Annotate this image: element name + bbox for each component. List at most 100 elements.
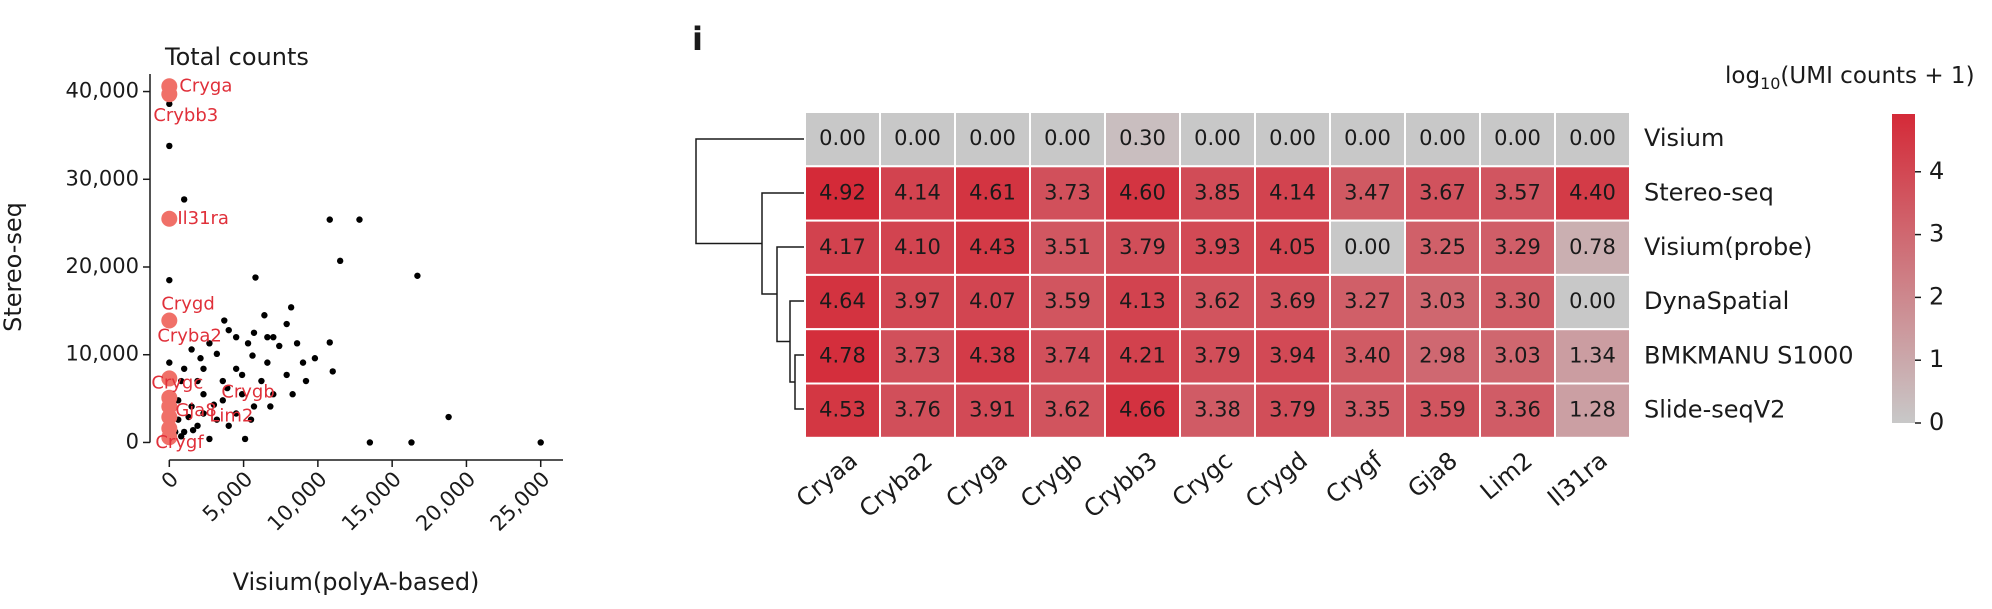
column-label: Crygf	[1320, 446, 1388, 509]
point-label: Gja8	[175, 400, 216, 421]
point	[445, 413, 452, 421]
y-axis-label: Stereo-seq	[0, 202, 27, 332]
point	[238, 371, 246, 379]
cell-label: 4.40	[1569, 180, 1616, 204]
y-tick-label: 0	[126, 429, 139, 453]
point	[200, 391, 207, 398]
point	[329, 368, 336, 375]
x-tick-label: 10,000	[263, 467, 332, 536]
point	[213, 416, 221, 423]
heatmap-cell	[1329, 328, 1406, 385]
cell-label: 3.57	[1494, 180, 1541, 204]
cell-label: 3.62	[1194, 289, 1241, 313]
cell-label: 0.00	[1044, 126, 1091, 150]
point	[289, 391, 296, 398]
point-label: Cryga	[179, 75, 232, 96]
cell-label: 0.00	[894, 126, 941, 150]
column-label: Crygd	[1240, 446, 1313, 513]
cell-label: 3.79	[1119, 235, 1166, 259]
cell-label: 4.05	[1269, 235, 1316, 259]
column-label: Cryga	[941, 446, 1013, 513]
cell-label: 4.61	[969, 180, 1016, 204]
heatmap-cell	[1554, 111, 1631, 168]
colorbar-tick-label: 3	[1929, 220, 1944, 248]
x-tick-label: 15,000	[337, 467, 406, 536]
point	[224, 384, 231, 392]
point	[197, 355, 204, 362]
point	[221, 317, 228, 324]
cell-label: 3.79	[1269, 398, 1316, 422]
x-tick-label: 20,000	[411, 467, 480, 536]
cell-label: 0.30	[1119, 126, 1166, 150]
heatmap-cell	[879, 273, 956, 331]
colorbar-tick-label: 4	[1929, 157, 1944, 185]
point	[302, 377, 310, 385]
point	[283, 371, 290, 379]
colorbar	[1892, 114, 1915, 423]
dendrogram	[695, 138, 805, 410]
row-label: Slide-seqV2	[1644, 396, 1785, 424]
heatmap-cell	[1179, 382, 1256, 439]
point	[185, 413, 192, 421]
point	[537, 439, 544, 446]
cell-label: 3.36	[1494, 398, 1541, 422]
point	[261, 312, 268, 319]
cell-label: 4.14	[894, 180, 941, 204]
point	[238, 391, 246, 398]
point	[180, 196, 188, 203]
heatmap-cell	[1554, 219, 1631, 276]
point	[232, 333, 240, 341]
cell-label: 3.91	[969, 398, 1016, 422]
cell-label: 1.34	[1569, 343, 1616, 367]
point	[276, 342, 283, 350]
cell-label: 4.60	[1119, 180, 1166, 204]
cell-label: 3.38	[1194, 398, 1241, 422]
heatmap-cell	[804, 382, 881, 439]
point	[326, 339, 333, 346]
heatmap-cell	[1554, 382, 1631, 439]
heatmap-cell	[1254, 328, 1331, 385]
y-tick-label: 30,000	[66, 166, 139, 190]
colorbar-tick-label: 1	[1929, 345, 1944, 373]
column-label: Crygc	[1167, 446, 1238, 512]
row-label: Stereo-seq	[1644, 178, 1774, 206]
point	[219, 397, 226, 404]
point-label: Crygf	[155, 432, 204, 453]
heatmap-cell	[1479, 328, 1556, 385]
cell-label: 4.21	[1119, 343, 1166, 367]
cell-label: 0.00	[1494, 126, 1541, 150]
point	[408, 439, 415, 446]
point	[232, 410, 240, 417]
highlight-point	[161, 86, 178, 103]
cell-label: 3.85	[1194, 180, 1241, 204]
colorbar-label: log10(UMI counts + 1)	[1725, 63, 1975, 93]
colorbar-tick-label: 2	[1929, 282, 1944, 310]
point	[200, 410, 207, 417]
cell-label: 3.47	[1344, 180, 1391, 204]
y-tick-label: 10,000	[66, 342, 139, 366]
row-label: DynaSpatial	[1644, 287, 1789, 315]
heatmap-cell	[1104, 273, 1181, 331]
point	[166, 359, 173, 366]
cell-label: 2.98	[1419, 343, 1466, 367]
cell-label: 4.92	[819, 180, 866, 204]
heatmap-cell	[879, 382, 956, 439]
point	[356, 216, 363, 223]
heatmap-cell	[1179, 165, 1256, 222]
heatmap-cell	[1179, 328, 1256, 385]
point	[232, 365, 240, 372]
cell-label: 0.00	[1269, 126, 1316, 150]
cell-label: 3.59	[1419, 398, 1466, 422]
point	[249, 352, 256, 359]
x-tick-label: 5,000	[198, 467, 257, 526]
cell-label: 0.00	[1344, 235, 1391, 259]
point	[293, 340, 301, 347]
point-label: Crygd	[161, 294, 214, 315]
cell-label: 3.03	[1494, 343, 1541, 367]
heatmap-cell	[1029, 382, 1106, 439]
colorbar-label-prefix: log	[1725, 63, 1760, 89]
cell-label: 3.73	[894, 343, 941, 367]
point	[241, 435, 249, 443]
point	[250, 329, 258, 336]
